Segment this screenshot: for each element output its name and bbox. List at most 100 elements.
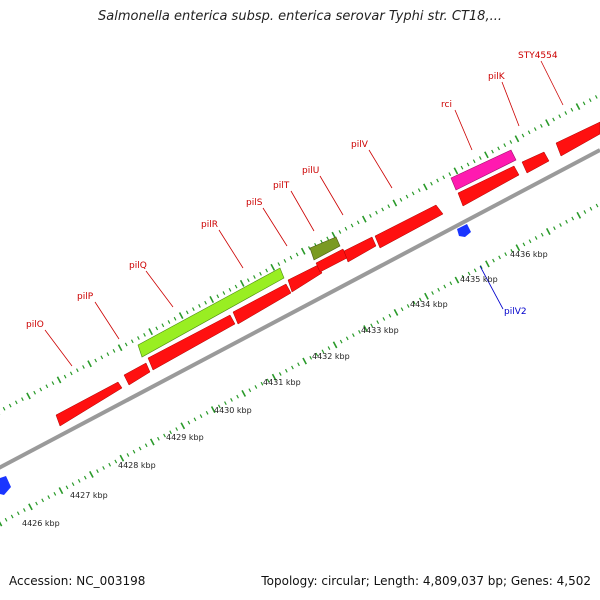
tick-mark xyxy=(399,197,403,202)
tick-mark xyxy=(582,101,586,106)
reverse-gene-arrow[interactable] xyxy=(0,476,11,495)
tick-mark xyxy=(277,262,281,266)
gene-arrow[interactable] xyxy=(343,236,377,263)
tick-mark xyxy=(10,514,14,519)
tick-mark xyxy=(514,135,520,143)
gene-arrow[interactable] xyxy=(55,381,123,427)
kbp-label-layer: 4426 kbp 4427 kbp 4428 kbp 4429 kbp 4430 kbp… xyxy=(22,250,548,528)
tick-mark xyxy=(419,297,422,302)
highlight-gene-lime[interactable] xyxy=(137,267,285,358)
tick-mark xyxy=(265,268,269,273)
gene-label-pointer xyxy=(290,190,315,232)
tick-mark xyxy=(387,204,391,209)
tick-mark xyxy=(466,162,470,167)
genome-backbone xyxy=(0,148,600,470)
tick-mark xyxy=(96,469,99,474)
gene-label[interactable]: pilP xyxy=(77,292,94,302)
tick-mark xyxy=(69,371,73,376)
tick-mark xyxy=(533,127,537,131)
tick-mark xyxy=(108,462,112,467)
tick-mark xyxy=(552,117,555,122)
tick-mark xyxy=(87,360,92,368)
tick-mark xyxy=(382,317,386,321)
kbp-label: 4433 kbp xyxy=(361,326,399,335)
tick-mark xyxy=(423,183,428,191)
gene-label-pointer xyxy=(454,109,473,151)
tick-mark xyxy=(339,339,343,344)
tick-mark xyxy=(540,232,544,237)
tick-mark xyxy=(114,459,118,464)
tick-mark xyxy=(527,130,531,135)
tick-mark xyxy=(345,336,349,341)
gene-label[interactable]: pilS xyxy=(246,198,263,208)
kbp-label: 4426 kbp xyxy=(22,519,60,528)
highlight-gene-olive[interactable] xyxy=(309,236,341,261)
tick-mark xyxy=(467,271,471,276)
gene-label[interactable]: pilO xyxy=(26,320,44,330)
tick-mark xyxy=(570,107,574,112)
tick-mark xyxy=(83,475,87,480)
tick-mark xyxy=(33,390,37,395)
tick-mark xyxy=(442,175,446,180)
tick-mark xyxy=(509,140,513,144)
gene-label-pointer xyxy=(44,329,73,367)
tick-mark xyxy=(198,304,201,308)
tick-mark xyxy=(381,207,385,212)
gene-label[interactable]: pilU xyxy=(302,166,319,176)
tick-mark xyxy=(100,355,104,360)
gene-label[interactable]: pilT xyxy=(273,181,290,191)
tick-mark xyxy=(351,333,355,338)
gene-arrow[interactable] xyxy=(287,264,323,293)
gene-label[interactable]: rci xyxy=(441,100,452,110)
highlight-gene-magenta[interactable] xyxy=(450,149,517,191)
tick-mark xyxy=(437,287,441,292)
gene-label-pointer xyxy=(368,149,393,189)
tick-mark xyxy=(588,98,592,103)
reverse-gene-arrow[interactable] xyxy=(457,224,471,237)
gene-arrow[interactable] xyxy=(457,165,520,207)
tick-mark xyxy=(521,133,525,138)
gene-arrow[interactable] xyxy=(521,151,550,174)
tick-mark xyxy=(454,276,460,284)
tick-mark xyxy=(321,349,325,354)
tick-mark xyxy=(248,388,252,393)
gene-label[interactable]: STY4554 xyxy=(518,51,558,61)
gene-label[interactable]: pilQ xyxy=(129,261,147,271)
tick-mark xyxy=(436,178,439,183)
tick-mark xyxy=(284,368,288,373)
tick-mark xyxy=(332,341,338,349)
tick-mark xyxy=(117,344,123,352)
tick-mark xyxy=(144,443,148,448)
tick-mark xyxy=(344,226,348,231)
gene-arrow[interactable] xyxy=(374,204,444,249)
gene-label[interactable]: pilK xyxy=(488,72,506,82)
gene-label[interactable]: pilV xyxy=(351,140,369,150)
tick-mark xyxy=(210,406,216,414)
tick-mark xyxy=(338,230,342,234)
gene-label[interactable]: pilR xyxy=(201,220,218,230)
tick-mark xyxy=(497,146,501,151)
tick-mark xyxy=(565,219,568,224)
tick-mark xyxy=(376,320,380,325)
gene-arrow[interactable] xyxy=(232,283,292,325)
tick-mark xyxy=(173,316,177,321)
tick-mark xyxy=(234,284,238,289)
tick-mark xyxy=(246,278,250,283)
tick-mark xyxy=(559,223,562,227)
tick-mark xyxy=(297,362,300,367)
kbp-label: 4434 kbp xyxy=(410,300,448,309)
tick-mark xyxy=(124,342,128,347)
tick-mark xyxy=(35,501,38,506)
tick-mark xyxy=(230,398,233,402)
tick-mark xyxy=(315,352,319,357)
gene-arrow[interactable] xyxy=(123,362,151,386)
gene-arrow[interactable] xyxy=(147,314,236,371)
tick-mark xyxy=(253,275,256,279)
gene-arrow[interactable] xyxy=(555,121,600,157)
tick-mark xyxy=(370,323,374,328)
tick-mark xyxy=(130,339,134,344)
tick-mark xyxy=(406,304,410,308)
tick-mark xyxy=(53,491,57,496)
kbp-label: 4436 kbp xyxy=(510,250,548,259)
